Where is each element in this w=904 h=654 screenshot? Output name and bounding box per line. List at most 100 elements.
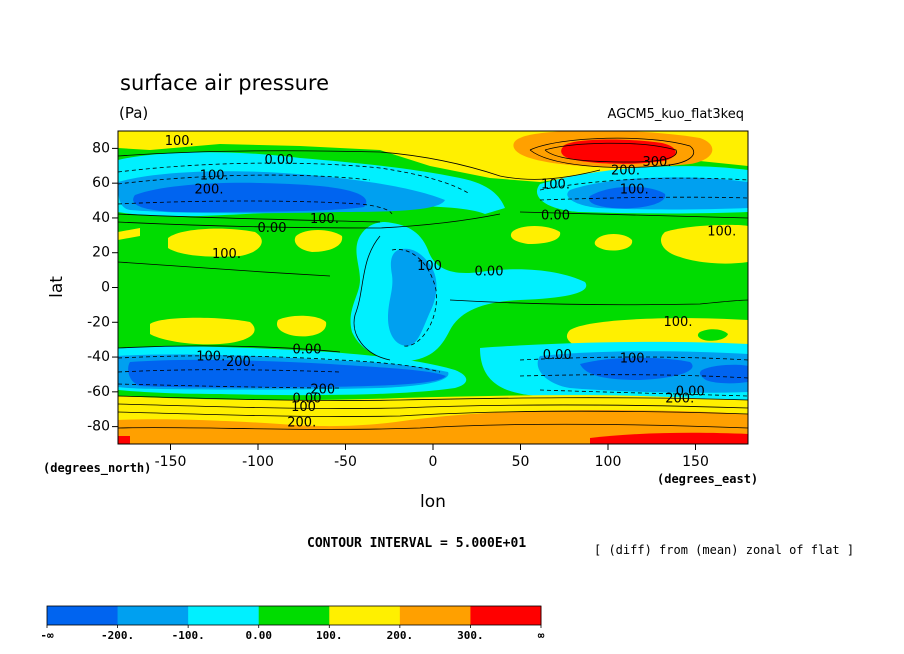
chart-title: surface air pressure	[120, 71, 329, 95]
contour-line	[519, 374, 748, 379]
colorbar-label: 200.	[387, 629, 414, 642]
region-north-low-core	[133, 182, 367, 212]
x-tick-label: 100	[595, 454, 622, 470]
contour-line	[118, 261, 331, 277]
contour-line	[529, 137, 695, 168]
colorbar-label: ∞	[538, 629, 545, 642]
y-tick-label: 60	[92, 175, 110, 191]
contour-label: 0.00	[265, 153, 294, 168]
contour-interval-text: CONTOUR INTERVAL = 5.000E+01	[307, 536, 526, 551]
colorbar-swatch	[47, 606, 119, 625]
region-north-subtropic-east-2	[594, 234, 633, 251]
contour-line	[353, 235, 391, 361]
contour-line	[118, 369, 341, 373]
contour-label: 300.	[643, 155, 672, 170]
contour-line	[519, 211, 748, 219]
contour-label: 200.	[195, 183, 224, 198]
x-tick-label: 0	[429, 454, 438, 470]
contour-line	[118, 355, 441, 373]
contour-label: 0.00	[475, 264, 504, 279]
contour-label: 100	[417, 259, 442, 274]
colorbar-swatch	[258, 606, 330, 625]
contour-label: 0.00	[293, 391, 322, 406]
contour-line	[118, 383, 341, 389]
colorbar-label: -200.	[101, 629, 134, 642]
y-tick-label: 40	[92, 210, 110, 226]
contour-label: 0.00	[676, 384, 705, 399]
contour-line	[118, 410, 748, 417]
x-tick-label: -150	[155, 454, 187, 470]
colorbar-swatch	[399, 606, 471, 625]
contour-label: 0.00	[543, 348, 572, 363]
contour-line	[118, 395, 748, 401]
contour-line	[519, 356, 748, 361]
region-west-edge-strip	[118, 228, 140, 240]
x-axis-label: lon	[420, 492, 446, 512]
y-axis-label: lat	[47, 276, 67, 298]
contour-line	[539, 177, 748, 191]
contour-line	[118, 213, 501, 229]
x-tick-label: 150	[682, 454, 709, 470]
colorbar-swatch	[329, 606, 401, 625]
region-north-subtropic-east-3	[660, 224, 748, 264]
region-south-subtropic-mid	[276, 315, 327, 337]
contour-label: 0.00	[258, 221, 287, 236]
colorbar-label: 100.	[316, 629, 343, 642]
contour-line	[118, 150, 601, 180]
region-south-east-low-edge	[699, 364, 748, 384]
colorbar-swatch	[470, 606, 542, 625]
contour-line	[118, 162, 471, 195]
y-tick-label: -60	[87, 384, 110, 400]
contour-label: 200.	[226, 355, 255, 370]
contour-line	[391, 248, 437, 347]
contour-label: 200.	[611, 163, 640, 178]
experiment-label: AGCM5_kuo_flat3keq	[608, 107, 744, 122]
x-unit-label: (degrees_east)	[657, 472, 758, 487]
contour-label: 100.	[310, 212, 339, 227]
contour-line	[539, 196, 748, 201]
region-south-low-core	[128, 359, 446, 388]
region-central-trough-core	[388, 248, 437, 346]
contour-line	[118, 423, 748, 430]
contour-label: 100.	[541, 177, 570, 192]
contour-line	[118, 200, 393, 215]
region-north-subtropic-mid	[294, 230, 343, 252]
contour-label: 100.	[664, 315, 693, 330]
contour-label: 200.	[665, 391, 694, 406]
colorbar-label: -∞	[40, 629, 54, 642]
region-north-high-core	[561, 139, 676, 164]
y-tick-label: -40	[87, 349, 110, 365]
contour-label: 100.	[620, 183, 649, 198]
y-tick-label: -20	[87, 314, 110, 330]
region-south-polar-red-east	[590, 432, 748, 444]
contour-label: 100.	[200, 169, 229, 184]
y-tick-label: 0	[101, 280, 110, 296]
colorbar-label: 0.00	[245, 629, 272, 642]
contour-line	[118, 345, 341, 353]
description-text: [ (diff) from (mean) zonal of flat ]	[594, 543, 854, 557]
contour-label: 100.	[620, 351, 649, 366]
contour-label: 100.	[707, 224, 736, 239]
y-tick-label: 20	[92, 245, 110, 261]
contour-line	[544, 142, 677, 163]
contour-line	[118, 174, 371, 185]
x-tick-label: -100	[242, 454, 274, 470]
contour-label: 0.00	[293, 343, 322, 358]
contour-label: 200	[310, 383, 335, 398]
x-tick-label: 50	[512, 454, 530, 470]
contour-line	[118, 403, 748, 409]
y-unit-label: (degrees_north)	[43, 461, 151, 476]
contour-line	[118, 213, 381, 223]
plot-area	[118, 131, 748, 444]
region-north-subtropic-east-1	[510, 226, 561, 244]
contour-line	[539, 389, 748, 397]
y-tick-label: -80	[87, 419, 110, 435]
colorbar-label: -100.	[172, 629, 205, 642]
contour-label: 0.00	[541, 209, 570, 224]
colorbar-swatch	[188, 606, 260, 625]
y-tick-label: 80	[92, 140, 110, 156]
region-north-subtropic-west	[168, 228, 262, 257]
units-label: (Pa)	[119, 104, 148, 122]
contour-label: 100.	[165, 134, 194, 149]
